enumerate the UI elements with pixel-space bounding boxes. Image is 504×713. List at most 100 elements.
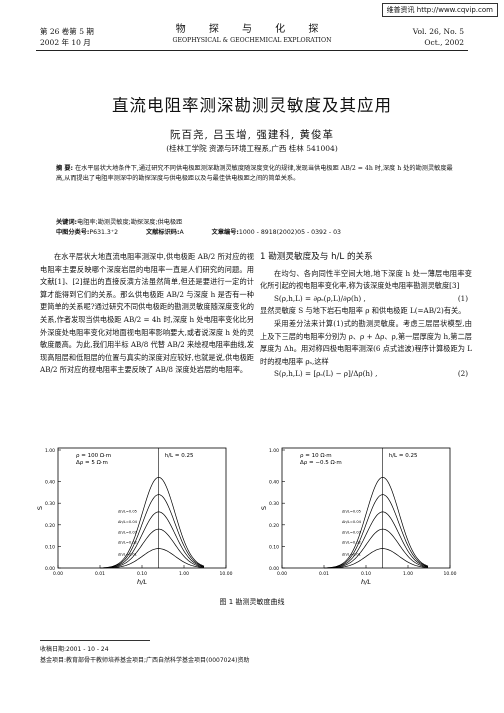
volume-en: Vol. 26, No. 5 bbox=[412, 27, 464, 36]
paragraph-3: 采用差分法来计算(1)式的勘测灵敏度。考虑三层层状模型,由上及下三层的电阻率分别… bbox=[260, 318, 472, 366]
classification-line: 中图分类号:P631.3⁺2 文献标识码:A 文章编号:1000 - 8918(… bbox=[56, 228, 460, 238]
meta-block: 关键词:电阻率;勘测灵敏度;勘探深度;供电极距 中图分类号:P631.3⁺2 文… bbox=[56, 218, 460, 238]
x-tick-label: 0.01 bbox=[319, 571, 329, 577]
plot-frame bbox=[57, 447, 227, 569]
series-line bbox=[323, 476, 429, 569]
header-right: Vol. 26, No. 5 Oct., 2002 bbox=[413, 26, 464, 48]
keywords: 电阻率;勘测灵敏度;勘探深度;供电极距 bbox=[77, 219, 183, 226]
article-value: 1000 - 8918(2002)05 - 0392 - 03 bbox=[238, 229, 341, 236]
watermark: 维普资讯 http://www.cqvip.com bbox=[381, 3, 498, 17]
series-line bbox=[100, 528, 205, 569]
x-tick-label: 0.00 bbox=[277, 571, 287, 577]
y-tick-label: 0.40 bbox=[269, 480, 279, 486]
y-tick-label: 0.40 bbox=[45, 480, 55, 486]
annotation-label: h/L = 0.25 bbox=[389, 453, 418, 459]
header-rule bbox=[36, 50, 468, 51]
clc-value: P631.3⁺2 bbox=[89, 229, 119, 236]
y-tick-label: 0.30 bbox=[45, 501, 55, 507]
curve-label: Δh/L=0.01 bbox=[118, 552, 137, 556]
keywords-line: 关键词:电阻率;勘测灵敏度;勘探深度;供电极距 bbox=[56, 218, 460, 228]
paragraph-2: 显然灵敏度 S 与地下岩石电阻率 ρ 和供电极距 L(=AB/2)有关。 bbox=[260, 306, 466, 316]
y-tick-label: 0.10 bbox=[269, 544, 279, 550]
doc-value: A bbox=[179, 229, 184, 236]
series-line bbox=[99, 476, 205, 569]
paper-title: 直流电阻率测深勘测灵敏度及其应用 bbox=[112, 96, 392, 115]
y-tick-label: 0.20 bbox=[269, 523, 279, 529]
y-tick-label: 0.20 bbox=[45, 523, 55, 529]
x-tick-label: 10.00 bbox=[220, 571, 233, 577]
y-tick-label: 0.10 bbox=[45, 544, 55, 550]
header-center: 物 探 与 化 探 GEOPHYSICAL & GEOCHEMICAL EXPL… bbox=[0, 24, 504, 46]
fund-note: 基金项目:教育部骨干教师培养基金项目;广西自然科学基金项目(0007024)资助 bbox=[40, 657, 250, 664]
series-line bbox=[99, 494, 205, 569]
equation-2: S(ρ,h,L) = [ρₛ(L) − ρ]/Δρ(h) , (2) bbox=[260, 368, 472, 381]
series-line bbox=[323, 494, 429, 569]
figure-left: 0.00 0.10 0.20 0.30 0.40 1.00 0.00 0.01 0.10 1.00… bbox=[28, 438, 254, 598]
x-tick-label: 0.10 bbox=[361, 571, 371, 577]
series-line bbox=[100, 548, 205, 569]
curve-label: Δh/L=0.04 bbox=[118, 520, 138, 524]
abstract-text: 在水平层状大地条件下,通过研究不同供电极距测深勘测灵敏度随深度变化的规律,发现当… bbox=[56, 165, 453, 182]
keywords-label: 关键词: bbox=[56, 219, 78, 226]
figure-caption: 图 1 勘测灵敏度曲线 bbox=[219, 598, 285, 606]
journal-cn: 物 探 与 化 探 bbox=[175, 24, 329, 35]
series-line bbox=[324, 511, 429, 569]
series-line bbox=[100, 511, 205, 569]
footer-rule bbox=[40, 640, 150, 641]
param-label: Δρ = 5 Ω·m bbox=[76, 460, 108, 466]
annotation-label: h/L = 0.25 bbox=[165, 453, 194, 459]
affiliation: (桂林工学院 资源与环境工程系,广西 桂林 541004) bbox=[166, 144, 338, 153]
sensitivity-chart-left: 0.00 0.10 0.20 0.30 0.40 1.00 0.00 0.01 0.10 1.00… bbox=[36, 447, 233, 586]
abstract-label: 摘 要: bbox=[56, 165, 74, 172]
equation-1-body: S(ρ,h,L) = ∂ρₛ(ρ,L)/∂ρ(h) , bbox=[274, 293, 366, 303]
x-tick-label: 1.00 bbox=[403, 571, 413, 577]
y-axis-label: S bbox=[36, 506, 44, 510]
x-tick-label: 0.10 bbox=[137, 571, 147, 577]
abstract: 摘 要: 在水平层状大地条件下,通过研究不同供电极距测深勘测灵敏度随深度变化的规… bbox=[56, 164, 460, 184]
equation-2-body: S(ρ,h,L) = [ρₛ(L) − ρ]/Δρ(h) , bbox=[274, 369, 378, 379]
curve-label: Δh/L=0.05 bbox=[342, 510, 361, 514]
received-date: 收稿日期:2001 - 10 - 24 bbox=[40, 646, 109, 653]
param-label: ρ = 100 Ω·m bbox=[76, 453, 111, 459]
doc-label: 文献标识码: bbox=[146, 229, 180, 236]
header-left: 第 26 卷第 5 期 2002 年 10 月 bbox=[40, 26, 94, 48]
intro-paragraph: 在水平层状大地直流电阻率测深中,供电极距 AB/2 所对应的视电阻率主要反映哪个… bbox=[40, 252, 254, 375]
y-tick-label: 0.00 bbox=[269, 566, 279, 572]
date-en: Oct., 2002 bbox=[424, 38, 464, 47]
x-axis-label: h/L bbox=[361, 578, 371, 586]
y-tick-label: 1.00 bbox=[269, 448, 279, 454]
x-tick-label: 10.00 bbox=[444, 571, 457, 577]
param-label: ρ = 10 Ω·m bbox=[300, 453, 332, 459]
equation-2-number: (2) bbox=[457, 369, 468, 379]
param-label: Δρ = −0.5 Ω·m bbox=[300, 460, 342, 466]
y-axis-label: S bbox=[260, 506, 268, 510]
x-axis-label: h/L bbox=[137, 578, 147, 586]
series-line bbox=[324, 528, 429, 569]
date-cn: 2002 年 10 月 bbox=[40, 38, 91, 47]
right-column: 1 勘测灵敏度及与 h/L 的关系 在均匀、各向同性半空间大地,地下深度 h 处… bbox=[260, 251, 472, 381]
equation-1-number: (1) bbox=[457, 293, 468, 303]
figure-right: 0.00 0.10 0.20 0.30 0.40 1.00 0.00 0.01 0.10 1.00… bbox=[252, 438, 478, 598]
left-column: 在水平层状大地直流电阻率测深中,供电极距 AB/2 所对应的视电阻率主要反映哪个… bbox=[40, 251, 254, 377]
x-tick-label: 0.01 bbox=[95, 571, 105, 577]
x-tick-label: 1.00 bbox=[179, 571, 189, 577]
section-title: 1 勘测灵敏度及与 h/L 的关系 bbox=[260, 252, 373, 262]
curve-label: Δh/L=0.03 bbox=[118, 530, 137, 534]
curve-label: Δh/L=0.03 bbox=[342, 530, 361, 534]
curve-label: Δh/L=0.05 bbox=[118, 510, 137, 514]
y-tick-label: 1.00 bbox=[45, 448, 55, 454]
paragraph-1: 在均匀、各向同性半空间大地,地下深度 h 处一薄层电阻率变化所引起的视电阻率变化… bbox=[260, 268, 472, 291]
journal-en: GEOPHYSICAL & GEOCHEMICAL EXPLORATION bbox=[172, 37, 332, 44]
clc-label: 中图分类号: bbox=[56, 229, 90, 236]
authors: 阮百尧, 吕玉增, 强建科, 黄俊革 bbox=[169, 129, 335, 141]
curve-label: Δh/L=0.01 bbox=[342, 552, 361, 556]
y-tick-label: 0.30 bbox=[269, 501, 279, 507]
volume-cn: 第 26 卷第 5 期 bbox=[40, 27, 94, 36]
series-line bbox=[324, 548, 429, 569]
article-label: 文章编号: bbox=[211, 229, 239, 236]
equation-1: S(ρ,h,L) = ∂ρₛ(ρ,L)/∂ρ(h) , (1) bbox=[260, 293, 472, 306]
curve-label: Δh/L=0.02 bbox=[118, 541, 137, 545]
curve-label: Δh/L=0.04 bbox=[342, 520, 362, 524]
x-tick-label: 0.00 bbox=[53, 571, 63, 577]
curve-label: Δh/L=0.02 bbox=[342, 541, 361, 545]
